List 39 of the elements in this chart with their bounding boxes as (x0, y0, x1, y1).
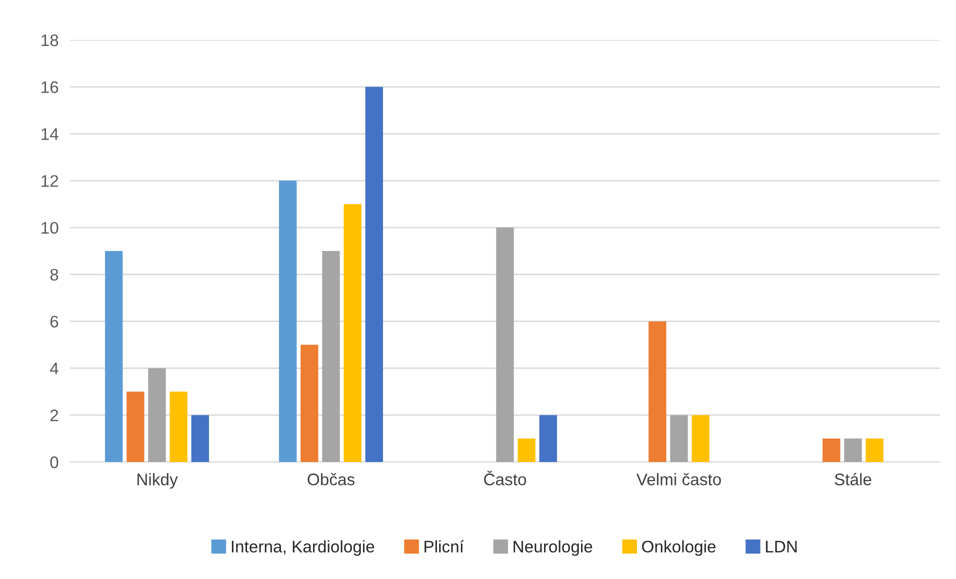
bar (279, 180, 297, 462)
bar (822, 438, 840, 462)
legend-label: Onkologie (642, 540, 716, 556)
bar (148, 368, 166, 462)
bar (126, 392, 144, 462)
bar (844, 438, 862, 462)
x-tick-label: Nikdy (138, 473, 178, 489)
legend-label: Plicní (424, 540, 464, 553)
y-tick-label: 18 (42, 34, 58, 46)
bar (365, 86, 383, 462)
bar (105, 251, 123, 462)
legend-label: Neurologie (514, 540, 592, 556)
y-tick-label: 2 (50, 410, 58, 422)
x-tick-label: Stále (834, 472, 872, 486)
bar (496, 228, 514, 462)
bar (170, 392, 188, 462)
y-tick-label: 10 (42, 222, 58, 234)
y-tick-label: 14 (42, 128, 58, 140)
legend-label: Interna, Kardiologie (232, 540, 374, 556)
y-tick-label: 12 (42, 175, 58, 187)
x-tick-label: Často (484, 470, 526, 486)
y-tick-label: 6 (50, 316, 58, 328)
bar (300, 344, 318, 462)
bar (322, 251, 340, 462)
x-tick-label: Občas (308, 473, 354, 486)
bar (866, 438, 884, 462)
y-tick-label: 0 (50, 456, 58, 468)
bar (539, 415, 557, 462)
y-tick-label: 8 (50, 268, 58, 281)
legend-label: LDN (766, 540, 797, 552)
bar (648, 321, 666, 462)
y-tick-label: 4 (50, 362, 58, 374)
bar (692, 415, 710, 462)
bar (670, 415, 688, 462)
bar (191, 415, 209, 462)
bar (344, 204, 362, 462)
bar (518, 438, 536, 462)
y-tick-label: 16 (42, 81, 58, 94)
x-tick-label: Velmi často (636, 473, 721, 486)
